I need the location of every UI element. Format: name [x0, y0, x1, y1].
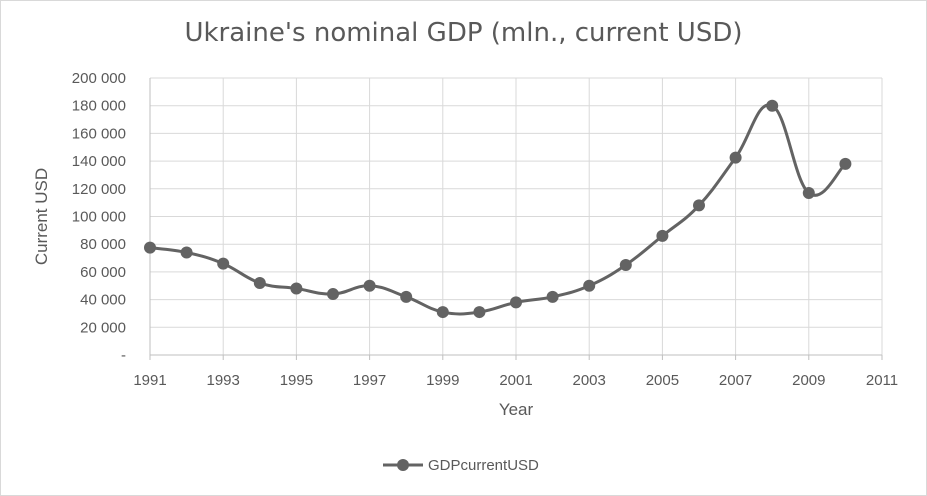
- x-tick-label: 2009: [792, 372, 825, 389]
- x-tick-label: 2005: [646, 372, 679, 389]
- x-tick-label: 1997: [353, 372, 386, 389]
- data-point: [510, 296, 522, 309]
- y-tick-label: 200 000: [72, 70, 126, 87]
- x-tick-label: 2011: [866, 372, 898, 389]
- data-point: [217, 257, 230, 270]
- x-tick-label: 2001: [499, 372, 532, 389]
- series-line-gdp: [149, 103, 847, 316]
- data-point: [729, 151, 742, 164]
- data-point: [546, 290, 559, 303]
- series-points: [144, 99, 852, 319]
- data-point: [144, 241, 156, 254]
- legend-marker: [397, 459, 409, 471]
- chart-title: Ukraine's nominal GDP (mln., current USD…: [184, 18, 743, 48]
- axes: [149, 78, 883, 360]
- y-tick-label: 80 000: [80, 236, 126, 253]
- x-tick-label: 1991: [133, 372, 166, 389]
- y-tick-label: 120 000: [72, 181, 126, 198]
- y-tick-labels: - 20 000 40 000 60 000 80 000 100 000 120 000 1…: [72, 70, 126, 364]
- data-point: [619, 258, 632, 271]
- y-tick-label: 20 000: [80, 319, 126, 336]
- y-tick-label: 140 000: [72, 153, 126, 170]
- data-point: [473, 306, 486, 319]
- x-axis-title: Year: [499, 400, 534, 419]
- x-tick-labels: 1991 1993 1995 1997 1999 2001 2003 2005 2007 2009…: [133, 372, 898, 389]
- gridlines: [150, 77, 883, 355]
- data-point: [766, 99, 779, 112]
- legend-label: GDPcurrentUSD: [428, 457, 539, 474]
- y-tick-label: 100 000: [72, 209, 126, 226]
- y-tick-label: 180 000: [72, 98, 126, 115]
- data-point: [253, 276, 266, 289]
- y-axis-title: Current USD: [32, 168, 51, 265]
- legend: GDPcurrentUSD: [383, 457, 539, 474]
- y-tick-label: 40 000: [80, 292, 126, 309]
- x-tick-label: 1993: [207, 372, 240, 389]
- data-point: [327, 288, 339, 301]
- data-point: [802, 186, 815, 199]
- y-tick-label: -: [121, 347, 126, 364]
- data-point: [180, 246, 193, 259]
- y-tick-label: 160 000: [72, 125, 126, 142]
- data-point: [583, 279, 596, 292]
- x-tick-label: 1995: [280, 372, 313, 389]
- data-point: [400, 290, 413, 303]
- y-tick-label: 60 000: [80, 264, 126, 281]
- data-point: [363, 279, 376, 292]
- x-tick-label: 2003: [573, 372, 606, 389]
- data-point: [290, 282, 303, 295]
- x-tick-label: 1999: [426, 372, 459, 389]
- x-tick-label: 2007: [719, 372, 752, 389]
- data-point: [839, 157, 852, 170]
- data-point: [436, 306, 449, 319]
- data-point: [693, 199, 705, 212]
- data-point: [656, 229, 669, 242]
